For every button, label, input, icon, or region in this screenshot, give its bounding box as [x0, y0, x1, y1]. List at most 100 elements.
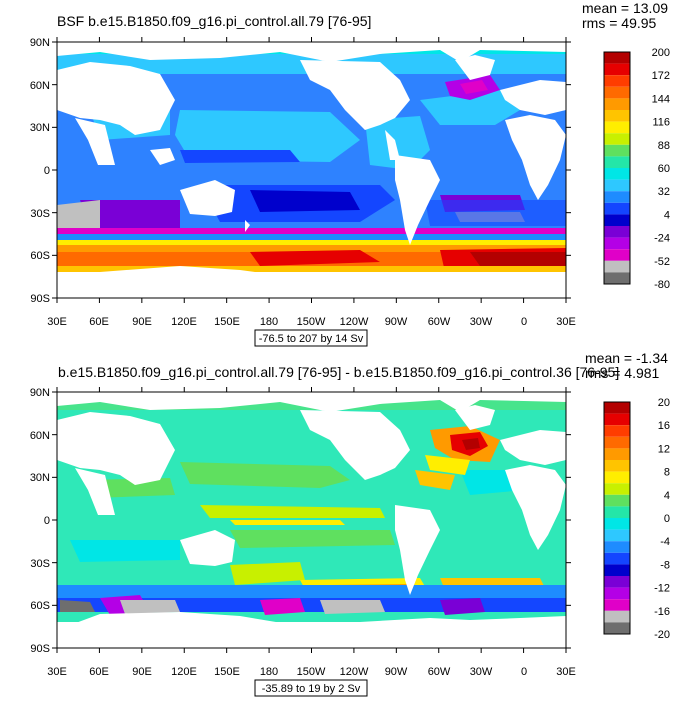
lon-label: 90W — [385, 666, 408, 678]
panel-2-lon-axis: 30E 60E 90E 120E 150E 180 150W 120W 90W … — [47, 666, 576, 678]
colorbar-label: 20 — [658, 397, 670, 409]
colorbar-swatch — [604, 610, 630, 623]
colorbar-swatch — [604, 214, 630, 226]
colorbar-swatch — [604, 110, 630, 122]
lon-label: 0 — [521, 666, 527, 678]
lon-label: 90E — [132, 316, 152, 328]
colorbar-swatch — [604, 144, 630, 157]
lon-label: 30W — [470, 666, 493, 678]
panel-2-title: b.e15.B1850.f09_g16.pi_control.all.79 [7… — [58, 364, 619, 380]
panel-2-mean: mean = -1.34 — [585, 350, 668, 366]
colorbar-swatch — [604, 448, 630, 460]
lon-label: 150W — [297, 666, 326, 678]
colorbar-swatch — [604, 63, 630, 76]
colorbar-swatch — [604, 226, 630, 238]
colorbar-swatch — [604, 98, 630, 110]
colorbar-label: 4 — [664, 490, 670, 502]
colorbar-frame — [603, 401, 631, 635]
colorbar-swatch — [604, 191, 630, 203]
lon-label: 150W — [297, 316, 326, 328]
panel-2-lat-axis: 90N 60N 30N 0 30S 60S 90S — [30, 387, 50, 655]
colorbar-label: 144 — [652, 93, 670, 105]
colorbar-label: -4 — [660, 536, 670, 548]
colorbar-swatch — [604, 471, 630, 484]
colorbar-label: 116 — [652, 117, 670, 129]
colorbar-swatch — [604, 483, 630, 495]
lat-label: 0 — [44, 515, 50, 527]
lon-label: 180 — [260, 316, 278, 328]
panel-1-title: BSF b.e15.B1850.f09_g16.pi_control.all.7… — [57, 13, 371, 29]
colorbar-swatch — [604, 425, 630, 437]
colorbar-swatch — [604, 552, 630, 565]
panel-1-map — [56, 41, 567, 299]
panel-2-map — [56, 391, 567, 649]
colorbar-label: 12 — [658, 443, 670, 455]
colorbar-label: -20 — [654, 629, 670, 641]
panel-2-ticks — [52, 387, 571, 653]
colorbar-swatch — [604, 52, 630, 64]
lat-label: 90N — [30, 37, 50, 49]
colorbar-label: 4 — [664, 209, 670, 221]
colorbar-swatch — [604, 541, 630, 553]
lon-label: 120W — [340, 316, 369, 328]
colorbar-swatch — [604, 518, 630, 530]
lat-label: 30N — [30, 122, 50, 134]
colorbar-swatch — [604, 75, 630, 87]
panel-1-rms: rms = 49.95 — [582, 15, 657, 31]
colorbar-swatch — [604, 237, 630, 250]
colorbar-swatch — [604, 168, 630, 180]
lon-label: 120W — [340, 666, 369, 678]
colorbar-swatch — [604, 413, 630, 426]
lat-label: 0 — [44, 165, 50, 177]
colorbar-swatch — [604, 622, 630, 634]
lon-label: 30W — [470, 316, 493, 328]
panel-1-mean: mean = 13.09 — [582, 0, 668, 16]
lon-label: 0 — [521, 316, 527, 328]
panel-2-colorbar: 20 16 12 8 4 0 -4 -8 -12 -16 -20 — [603, 397, 670, 641]
panel-1-lon-axis: 30E 60E 90E 120E 150E 180 150W 120W 90W … — [47, 316, 576, 328]
lat-label: 60N — [30, 80, 50, 92]
panel-1-lat-axis: 90N 60N 30N 0 30S 60S 90S — [30, 37, 50, 305]
colorbar-label: 0 — [664, 513, 670, 525]
lon-label: 60W — [428, 666, 451, 678]
panel-1-ticks — [52, 37, 571, 303]
panel-2: b.e15.B1850.f09_g16.pi_control.all.79 [7… — [30, 350, 670, 697]
colorbar-swatch — [604, 179, 630, 192]
colorbar-swatch — [604, 86, 630, 99]
colorbar-label: -24 — [654, 233, 670, 245]
colorbar-label: -8 — [660, 559, 670, 571]
lon-label: 30E — [556, 316, 576, 328]
colorbar-swatch — [604, 202, 630, 215]
lon-label: 150E — [214, 316, 240, 328]
colorbar-label: -52 — [654, 256, 670, 268]
panel-2-rms: rms = 4.981 — [585, 365, 660, 381]
colorbar-swatch — [604, 156, 630, 168]
colorbar-label: 172 — [652, 70, 670, 82]
colorbar-swatch — [604, 272, 630, 284]
panel-1: BSF b.e15.B1850.f09_g16.pi_control.all.7… — [30, 0, 670, 347]
colorbar-swatch — [604, 460, 630, 472]
lon-label: 90W — [385, 316, 408, 328]
colorbar-swatch — [604, 133, 630, 145]
lat-label: 60S — [30, 250, 50, 262]
colorbar-swatch — [604, 494, 630, 507]
colorbar-label: 60 — [658, 163, 670, 175]
lat-label: 30N — [30, 472, 50, 484]
colorbar-label: 16 — [658, 420, 670, 432]
colorbar-swatch — [604, 249, 630, 261]
colorbar-label: -12 — [654, 583, 670, 595]
lat-label: 90S — [30, 643, 50, 655]
panel-1-colorbar: 200 172 144 116 88 60 32 4 -24 -52 -80 — [603, 47, 670, 291]
panel-2-range-label: -35.89 to 19 by 2 Sv — [262, 683, 361, 695]
colorbar-swatch — [604, 436, 630, 449]
colorbar-swatch — [604, 576, 630, 588]
lon-label: 150E — [214, 666, 240, 678]
lon-label: 30E — [47, 666, 67, 678]
lon-label: 30E — [556, 666, 576, 678]
colorbar-label: 88 — [658, 140, 670, 152]
colorbar-swatch — [604, 121, 630, 134]
colorbar-label: -80 — [654, 279, 670, 291]
lon-label: 120E — [171, 316, 197, 328]
colorbar-label: 200 — [652, 47, 670, 59]
